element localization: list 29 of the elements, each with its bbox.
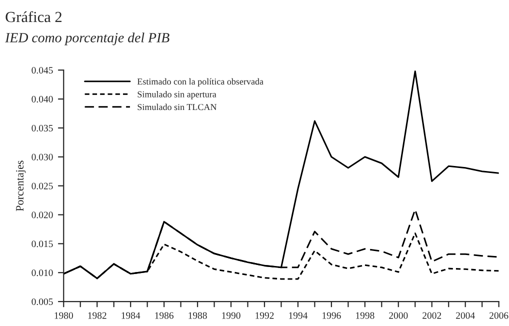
x-tick-label: 2002 xyxy=(422,312,442,319)
chart-title: Gráfica 2 xyxy=(6,11,62,22)
y-tick-label: 0.025 xyxy=(32,182,53,190)
y-tick-label: 0.020 xyxy=(32,212,53,218)
x-tick-label: 2006 xyxy=(490,312,508,319)
x-tick-label: 1984 xyxy=(122,312,140,319)
x-tick-label: 2004 xyxy=(456,312,475,319)
x-tick-label: 1980 xyxy=(54,312,73,319)
x-tick-label: 1988 xyxy=(188,312,207,319)
y-axis-title: Porcentajes xyxy=(16,160,26,212)
y-tick-label: 0.030 xyxy=(32,154,53,160)
y-tick-label: 0.015 xyxy=(32,240,53,248)
x-tick-label: 1994 xyxy=(289,312,308,319)
x-tick-label: 1992 xyxy=(256,312,274,319)
x-tick-label: 1986 xyxy=(155,312,174,319)
y-tick-label: 0.010 xyxy=(32,270,53,276)
x-tick-label: 1996 xyxy=(322,312,341,319)
y-tick-label: 0.040 xyxy=(32,96,53,103)
legend-label: Estimado con la política observada xyxy=(137,78,264,86)
x-tick-label: 1998 xyxy=(356,312,374,319)
x-tick-label: 2000 xyxy=(389,312,408,319)
legend-label: Simulado sin apertura xyxy=(138,91,216,100)
y-tick-label: 0.035 xyxy=(32,124,53,132)
chart-subtitle: IED como porcentaje del PIB xyxy=(5,32,170,46)
y-tick-label: 0.045 xyxy=(32,67,53,74)
x-tick-label: 1990 xyxy=(222,312,240,319)
legend-label: Simulado sin TLCAN xyxy=(138,104,217,110)
y-tick-label: 0.005 xyxy=(32,298,53,306)
x-tick-label: 1982 xyxy=(88,312,106,319)
